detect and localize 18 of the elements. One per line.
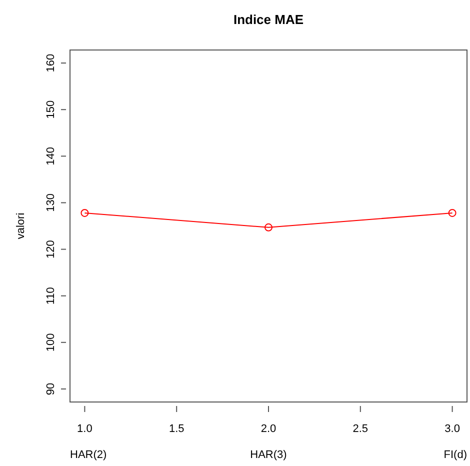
- text: HAR(3): [250, 449, 287, 461]
- y-tick-label: 100: [45, 333, 57, 352]
- y-axis-title: valori: [15, 212, 27, 240]
- text: HAR(2): [70, 449, 107, 461]
- x-tick-label: 1.5: [168, 423, 184, 435]
- y-tick-label: 130: [45, 194, 57, 212]
- y-tick-label: 120: [45, 240, 57, 258]
- x-tick-label: 2.5: [352, 423, 368, 435]
- x-tick-label: 2.0: [260, 423, 276, 435]
- y-tick-label: 90: [45, 382, 57, 396]
- chart-title: Indice MAE: [233, 12, 304, 27]
- y-tick-label: 160: [45, 54, 57, 72]
- x-tick-label: 1.0: [77, 423, 92, 435]
- y-tick-label: 110: [45, 287, 57, 305]
- y-tick-label: 150: [45, 100, 57, 119]
- text: FI(d): [444, 449, 467, 461]
- x-tick-label: 3.0: [444, 423, 460, 435]
- y-tick-label: 140: [45, 146, 57, 166]
